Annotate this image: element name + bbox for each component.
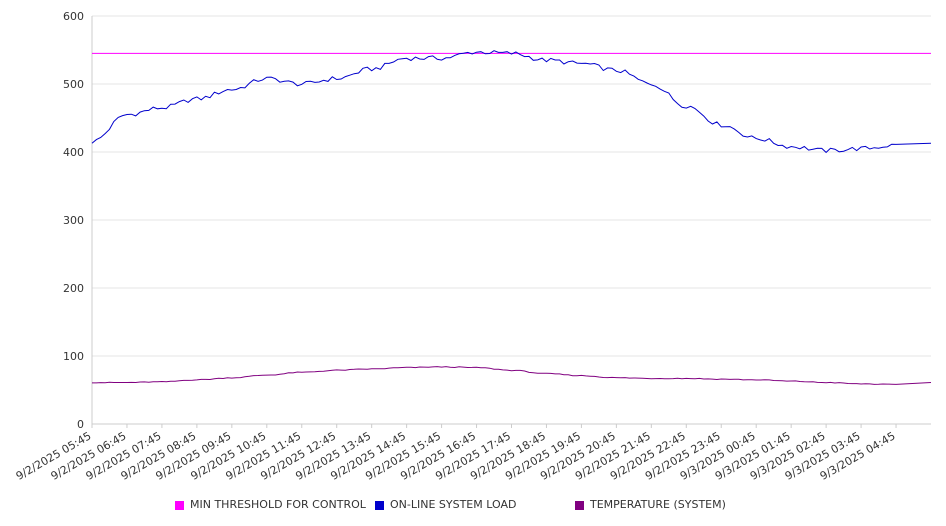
grid-lines [92, 15, 931, 357]
legend-item-min-threshold: MIN THRESHOLD FOR CONTROL [175, 498, 366, 512]
y-tick-labels: 0 100 200 300 400 500 600 [63, 10, 84, 431]
legend-swatch-temperature [575, 500, 584, 510]
legend-swatch-min-threshold [175, 500, 184, 510]
series-line-1 [91, 50, 932, 154]
y-tick-label: 0 [77, 418, 84, 431]
y-tick-label: 500 [63, 78, 84, 91]
legend-item-system-load: ON-LINE SYSTEM LOAD [375, 498, 516, 512]
y-tick-label: 400 [63, 146, 84, 159]
legend-label-temperature: TEMPERATURE (SYSTEM) [590, 498, 726, 511]
legend: MIN THRESHOLD FOR CONTROL ON-LINE SYSTEM… [0, 498, 946, 514]
series-line-2 [92, 366, 932, 385]
series-lines [91, 50, 932, 385]
y-tick-label: 600 [63, 10, 84, 23]
legend-label-min-threshold: MIN THRESHOLD FOR CONTROL [190, 498, 366, 511]
axes [91, 16, 931, 428]
y-tick-label: 100 [63, 350, 84, 363]
x-tick-labels: 9/2/2025 05:459/2/2025 06:459/2/2025 07:… [14, 429, 898, 483]
legend-label-system-load: ON-LINE SYSTEM LOAD [390, 498, 517, 511]
y-tick-label: 300 [63, 214, 84, 227]
legend-swatch-system-load [375, 500, 384, 510]
y-tick-label: 200 [63, 282, 84, 295]
legend-item-temperature: TEMPERATURE (SYSTEM) [575, 498, 726, 512]
